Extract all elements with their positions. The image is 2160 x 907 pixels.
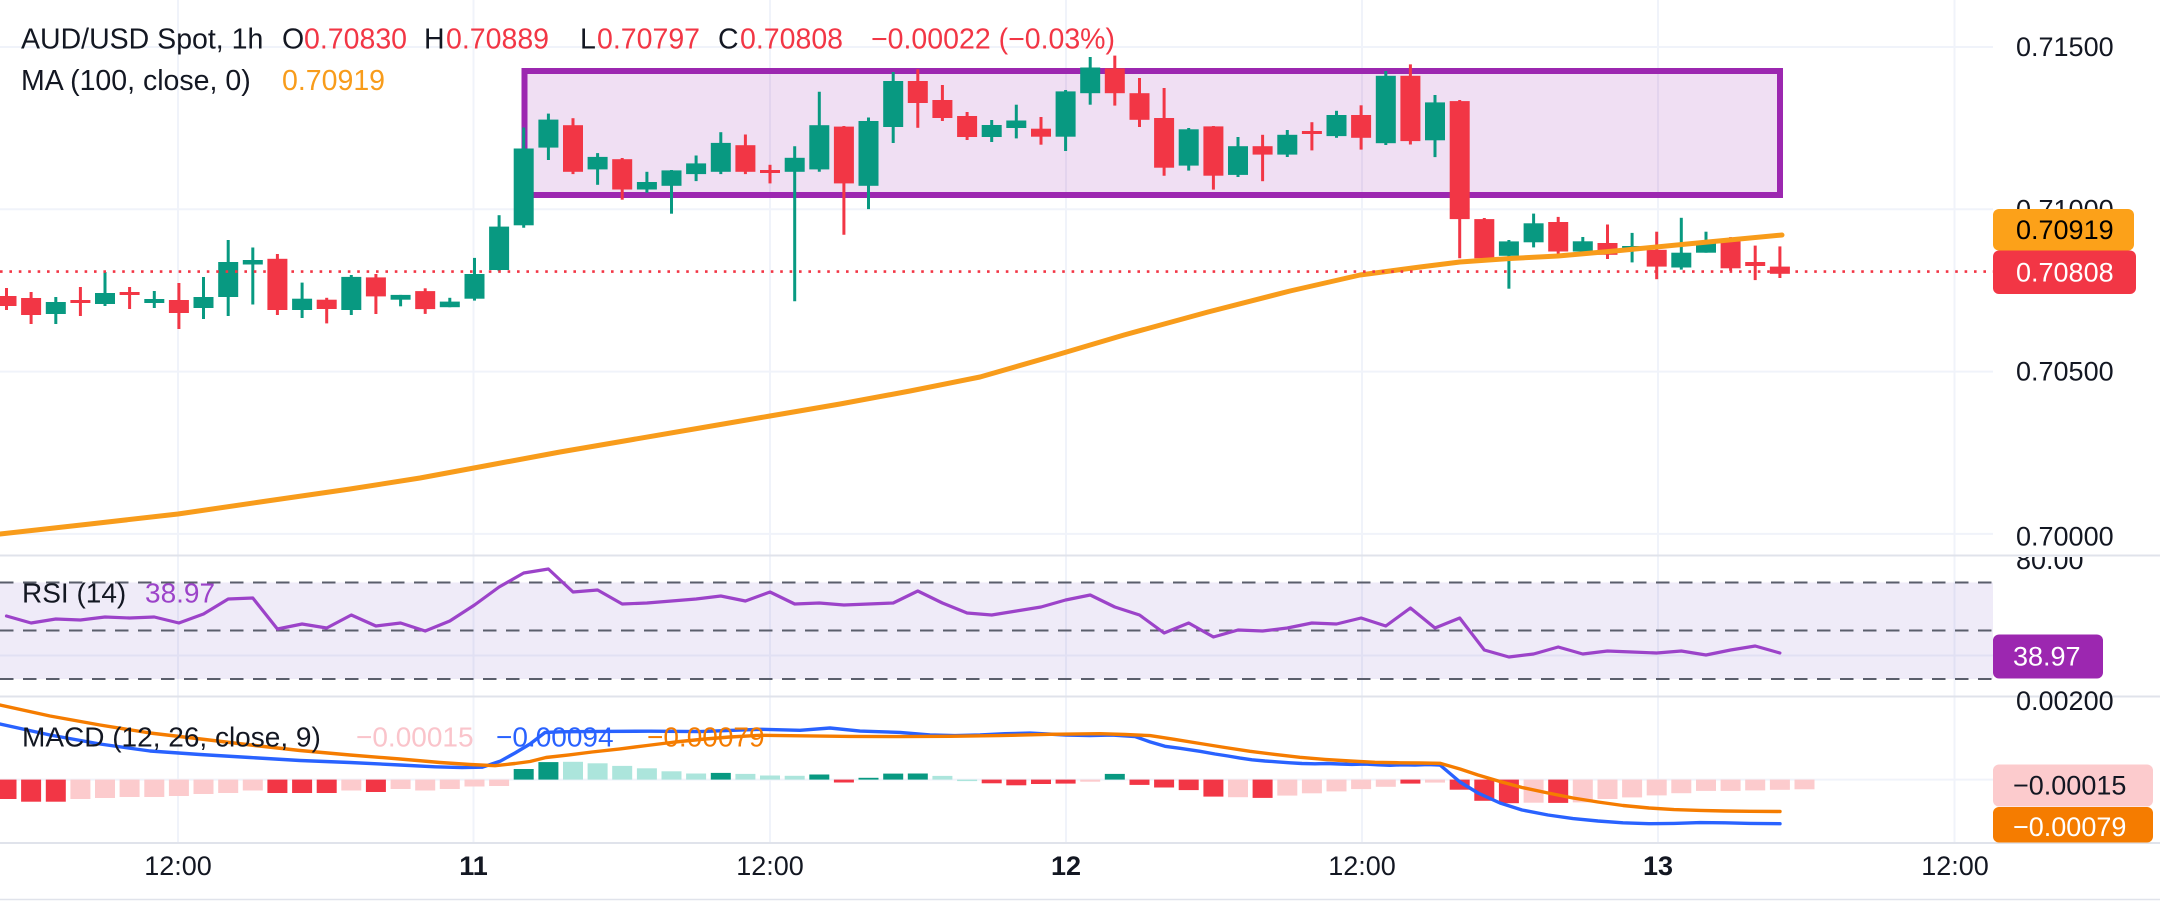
svg-text:0.70000: 0.70000: [2016, 522, 2114, 552]
svg-text:0.70500: 0.70500: [2016, 357, 2114, 387]
svg-text:12:00: 12:00: [1328, 851, 1396, 881]
svg-text:12: 12: [1051, 851, 1081, 881]
svg-text:0.70889: 0.70889: [446, 24, 549, 56]
svg-text:L: L: [580, 24, 596, 56]
svg-text:38.97: 38.97: [145, 578, 215, 609]
svg-text:0.70919: 0.70919: [2016, 215, 2114, 245]
svg-text:0.70919: 0.70919: [282, 65, 385, 97]
svg-text:38.97: 38.97: [2013, 642, 2081, 672]
svg-text:−0.00015: −0.00015: [2013, 771, 2126, 801]
svg-text:0.00200: 0.00200: [2016, 686, 2114, 716]
svg-text:12:00: 12:00: [736, 851, 804, 881]
svg-text:−0.00015: −0.00015: [356, 722, 474, 753]
svg-text:C: C: [718, 24, 739, 56]
svg-text:H: H: [424, 24, 445, 56]
svg-text:0.70808: 0.70808: [740, 24, 843, 56]
svg-text:12:00: 12:00: [1921, 851, 1989, 881]
svg-text:MACD (12, 26, close, 9): MACD (12, 26, close, 9): [22, 722, 321, 753]
svg-text:13: 13: [1643, 851, 1673, 881]
svg-text:12:00: 12:00: [144, 851, 212, 881]
svg-text:AUD/USD Spot, 1h: AUD/USD Spot, 1h: [21, 24, 263, 56]
svg-text:0.70830: 0.70830: [304, 24, 407, 56]
svg-text:80.00: 80.00: [2016, 545, 2084, 575]
svg-text:0.70797: 0.70797: [597, 24, 700, 56]
svg-text:O: O: [282, 24, 304, 56]
svg-text:−0.00094: −0.00094: [496, 722, 614, 753]
svg-text:−0.00022 (−0.03%): −0.00022 (−0.03%): [871, 24, 1115, 56]
svg-text:−0.00079: −0.00079: [2013, 812, 2126, 842]
svg-text:11: 11: [459, 851, 488, 881]
svg-text:−0.00079: −0.00079: [647, 722, 765, 753]
svg-text:RSI (14): RSI (14): [22, 578, 126, 609]
svg-text:0.70808: 0.70808: [2016, 258, 2114, 288]
svg-text:MA (100, close, 0): MA (100, close, 0): [21, 65, 251, 97]
svg-text:0.71500: 0.71500: [2016, 32, 2114, 62]
